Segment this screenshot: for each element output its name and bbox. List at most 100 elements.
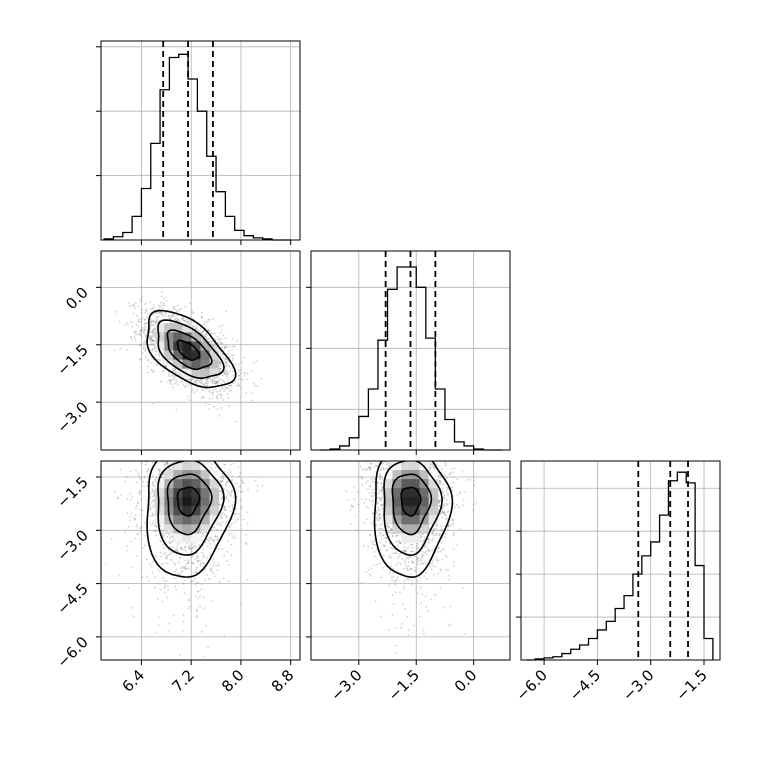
scatter-point	[185, 383, 188, 385]
scatter-point	[144, 350, 147, 352]
scatter-point	[199, 443, 201, 445]
scatter-point	[215, 564, 218, 567]
panel-frame	[310, 250, 511, 451]
scatter-point	[201, 330, 204, 333]
scatter-point	[246, 372, 249, 375]
scatter-point	[163, 586, 166, 589]
scatter-point	[163, 592, 166, 595]
scatter-point	[153, 309, 156, 311]
scatter-point	[139, 298, 141, 301]
scatter-point	[184, 457, 186, 459]
scatter-point	[172, 374, 175, 377]
scatter-point	[218, 325, 221, 328]
contour-line	[166, 329, 213, 371]
scatter-point	[150, 340, 153, 343]
scatter-point	[223, 347, 226, 350]
scatter-point	[203, 420, 205, 422]
scatter-point	[210, 348, 213, 351]
scatter-point	[252, 382, 255, 385]
scatter-point	[191, 312, 193, 315]
density-cell	[191, 332, 201, 342]
scatter-point	[153, 524, 156, 527]
scatter-point	[228, 564, 231, 567]
scatter-point	[155, 318, 158, 321]
scatter-point	[226, 471, 229, 474]
scatter-point	[445, 486, 448, 489]
scatter-point	[198, 543, 201, 546]
scatter-point	[220, 512, 223, 515]
scatter-point	[204, 333, 207, 335]
scatter-point	[244, 372, 247, 375]
scatter-point	[140, 335, 143, 338]
scatter-point	[171, 545, 174, 548]
scatter-point	[113, 349, 116, 352]
density-blocks	[155, 323, 219, 379]
scatter-point	[225, 482, 228, 485]
scatter-point	[168, 542, 171, 545]
scatter-point	[228, 345, 231, 348]
scatter-point	[130, 305, 133, 308]
scatter-point	[213, 539, 216, 542]
scatter-point	[240, 388, 243, 390]
scatter-point	[151, 435, 153, 437]
scatter-point	[224, 362, 226, 365]
scatter-point	[413, 566, 416, 569]
scatter-point	[166, 562, 169, 565]
scatter-point	[166, 596, 168, 599]
scatter-point	[135, 554, 138, 557]
scatter-point	[146, 484, 149, 487]
scatter-point	[216, 395, 219, 398]
density-cell	[155, 323, 165, 333]
scatter-point	[220, 517, 223, 520]
scatter-point	[186, 318, 189, 321]
scatter-point	[172, 455, 174, 457]
scatter-point	[134, 518, 137, 520]
scatter-point	[178, 557, 181, 559]
scatter-point	[252, 361, 255, 364]
scatter-point	[221, 346, 224, 349]
scatter-point	[152, 339, 155, 342]
scatter-point	[223, 371, 226, 374]
density-cell	[200, 461, 210, 471]
scatter-point	[211, 379, 214, 382]
scatter-point	[195, 571, 198, 574]
histogram-step-line	[103, 53, 291, 241]
scatter-point	[159, 588, 162, 591]
scatter-point	[166, 462, 169, 465]
scatter-point	[451, 524, 454, 527]
scatter-point	[202, 395, 205, 398]
scatter-point	[369, 467, 372, 470]
scatter-point	[120, 494, 123, 496]
scatter-point	[196, 566, 199, 569]
scatter-point	[139, 333, 142, 336]
scatter-point	[375, 464, 377, 467]
scatter-point	[152, 459, 154, 461]
scatter-point	[170, 378, 173, 381]
scatter-point	[127, 324, 129, 326]
scatter-point	[129, 336, 132, 339]
scatter-point	[204, 540, 207, 543]
scatter-point	[194, 442, 196, 444]
scatter-point	[214, 536, 217, 538]
scatter-point	[210, 448, 212, 450]
scatter-point	[221, 374, 224, 377]
scatter-point	[207, 646, 209, 649]
scatter-point	[186, 320, 189, 323]
scatter-point	[201, 539, 204, 542]
scatter-point	[231, 475, 234, 478]
scatter-point	[218, 367, 221, 370]
scatter-point	[220, 329, 223, 331]
density-cell	[209, 506, 219, 516]
histogram-param-1-panel	[306, 250, 511, 455]
scatter-point	[232, 444, 234, 446]
scatter-point	[164, 312, 167, 315]
density-cell	[200, 470, 210, 480]
scatter-point	[199, 379, 202, 382]
scatter-point	[178, 309, 180, 312]
scatter-point	[155, 534, 158, 537]
scatter-point	[204, 384, 207, 387]
scatter-point	[232, 478, 234, 481]
scatter-point	[196, 590, 199, 593]
scatter-point	[195, 608, 198, 611]
scatter-point	[422, 554, 425, 557]
